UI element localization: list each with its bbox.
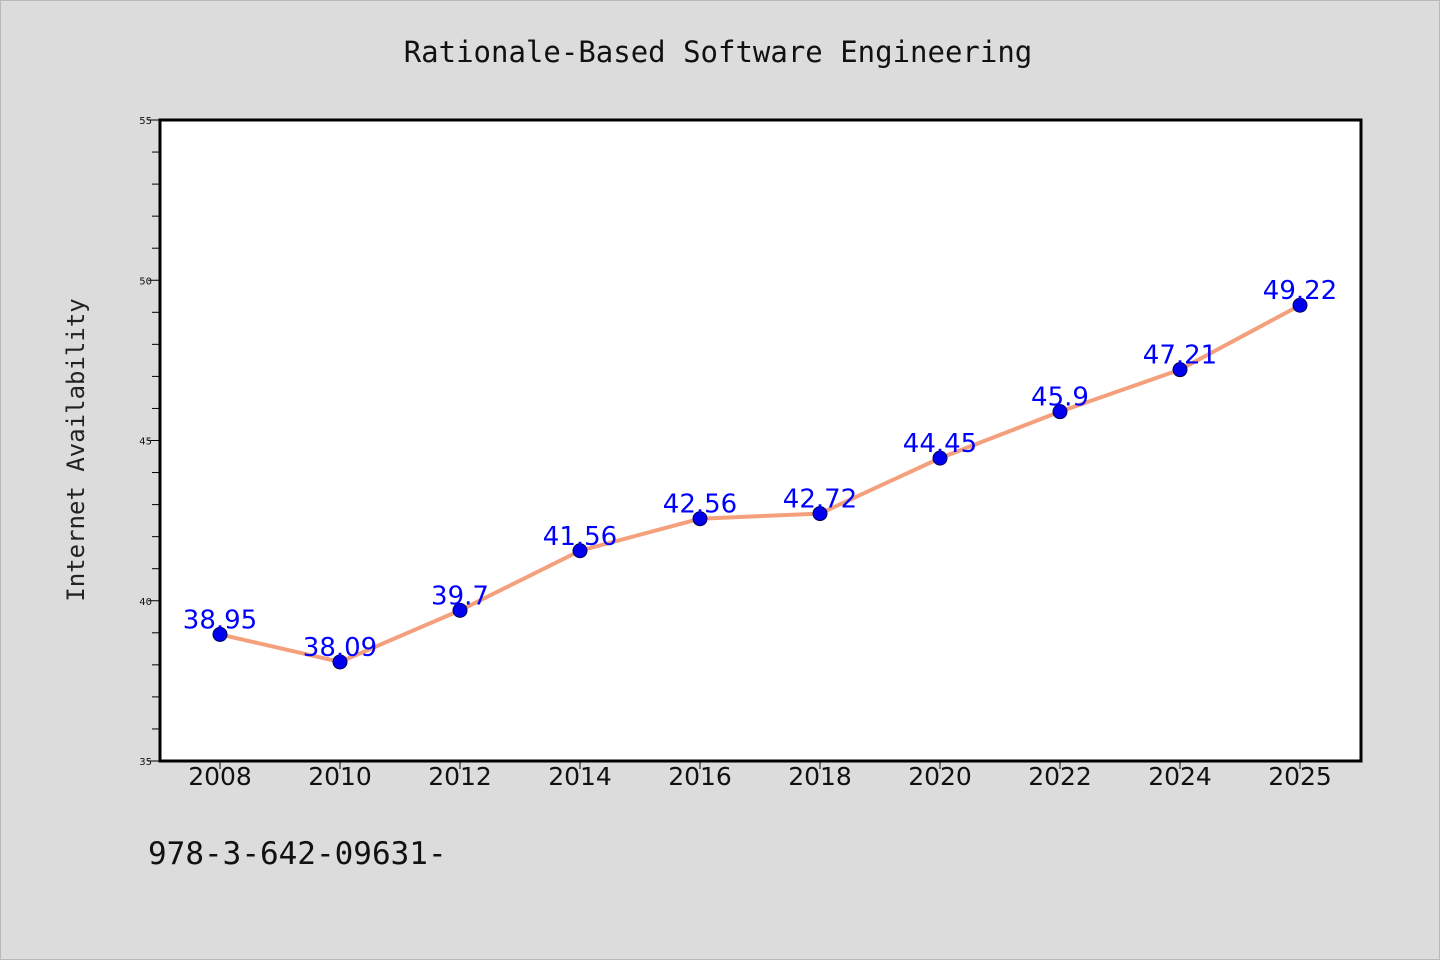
x-tick-label: 2018 [788, 762, 852, 791]
x-tick-label: 2024 [1148, 762, 1212, 791]
x-tick-label: 2020 [908, 762, 972, 791]
x-axis: 2008 2010 2012 2014 2016 2018 2020 2022 2024 2025 [188, 761, 1332, 791]
footnote: 978-3-642-09631- [148, 836, 447, 872]
x-tick-label: 2025 [1268, 762, 1332, 791]
series-line [218, 303, 1302, 664]
data-point [692, 511, 708, 527]
data-point [452, 602, 468, 618]
data-label: 41.56 [543, 522, 617, 552]
y-axis: 35 40 45 50 55 [139, 116, 160, 768]
y-tick-label: 50 [139, 276, 152, 287]
data-point [812, 506, 828, 522]
data-point [1172, 362, 1188, 378]
x-tick-label: 2010 [308, 762, 372, 791]
y-tick-label: 45 [139, 437, 152, 448]
data-point [212, 626, 228, 642]
data-point [572, 543, 588, 559]
data-label: 44.45 [903, 429, 977, 459]
x-tick-label: 2008 [188, 762, 252, 791]
data-label: 38.95 [183, 605, 257, 635]
x-tick-label: 2022 [1028, 762, 1092, 791]
data-point [332, 654, 348, 670]
x-tick-label: 2012 [428, 762, 492, 791]
data-label: 45.9 [1031, 383, 1089, 413]
data-point [1292, 297, 1308, 313]
data-point [932, 450, 948, 466]
data-label: 47.21 [1143, 341, 1217, 371]
chart-title: Rationale-Based Software Engineering [404, 35, 1033, 69]
data-label: 39.7 [431, 581, 489, 611]
y-tick-label: 40 [139, 597, 152, 608]
data-label: 42.56 [663, 490, 737, 520]
series-layer: 38.95 38.09 39.7 41.56 42.56 42.72 44.45 45.9 47… [183, 276, 1337, 670]
y-tick-label: 35 [139, 757, 152, 768]
x-tick-label: 2014 [548, 762, 612, 791]
data-point [1052, 404, 1068, 420]
y-tick-label: 55 [139, 116, 152, 127]
data-label: 38.09 [303, 633, 377, 663]
y-axis-label: Internet Availability [62, 298, 90, 601]
data-label: 49.22 [1263, 276, 1337, 306]
data-label: 42.72 [783, 485, 857, 515]
x-tick-label: 2016 [668, 762, 732, 791]
